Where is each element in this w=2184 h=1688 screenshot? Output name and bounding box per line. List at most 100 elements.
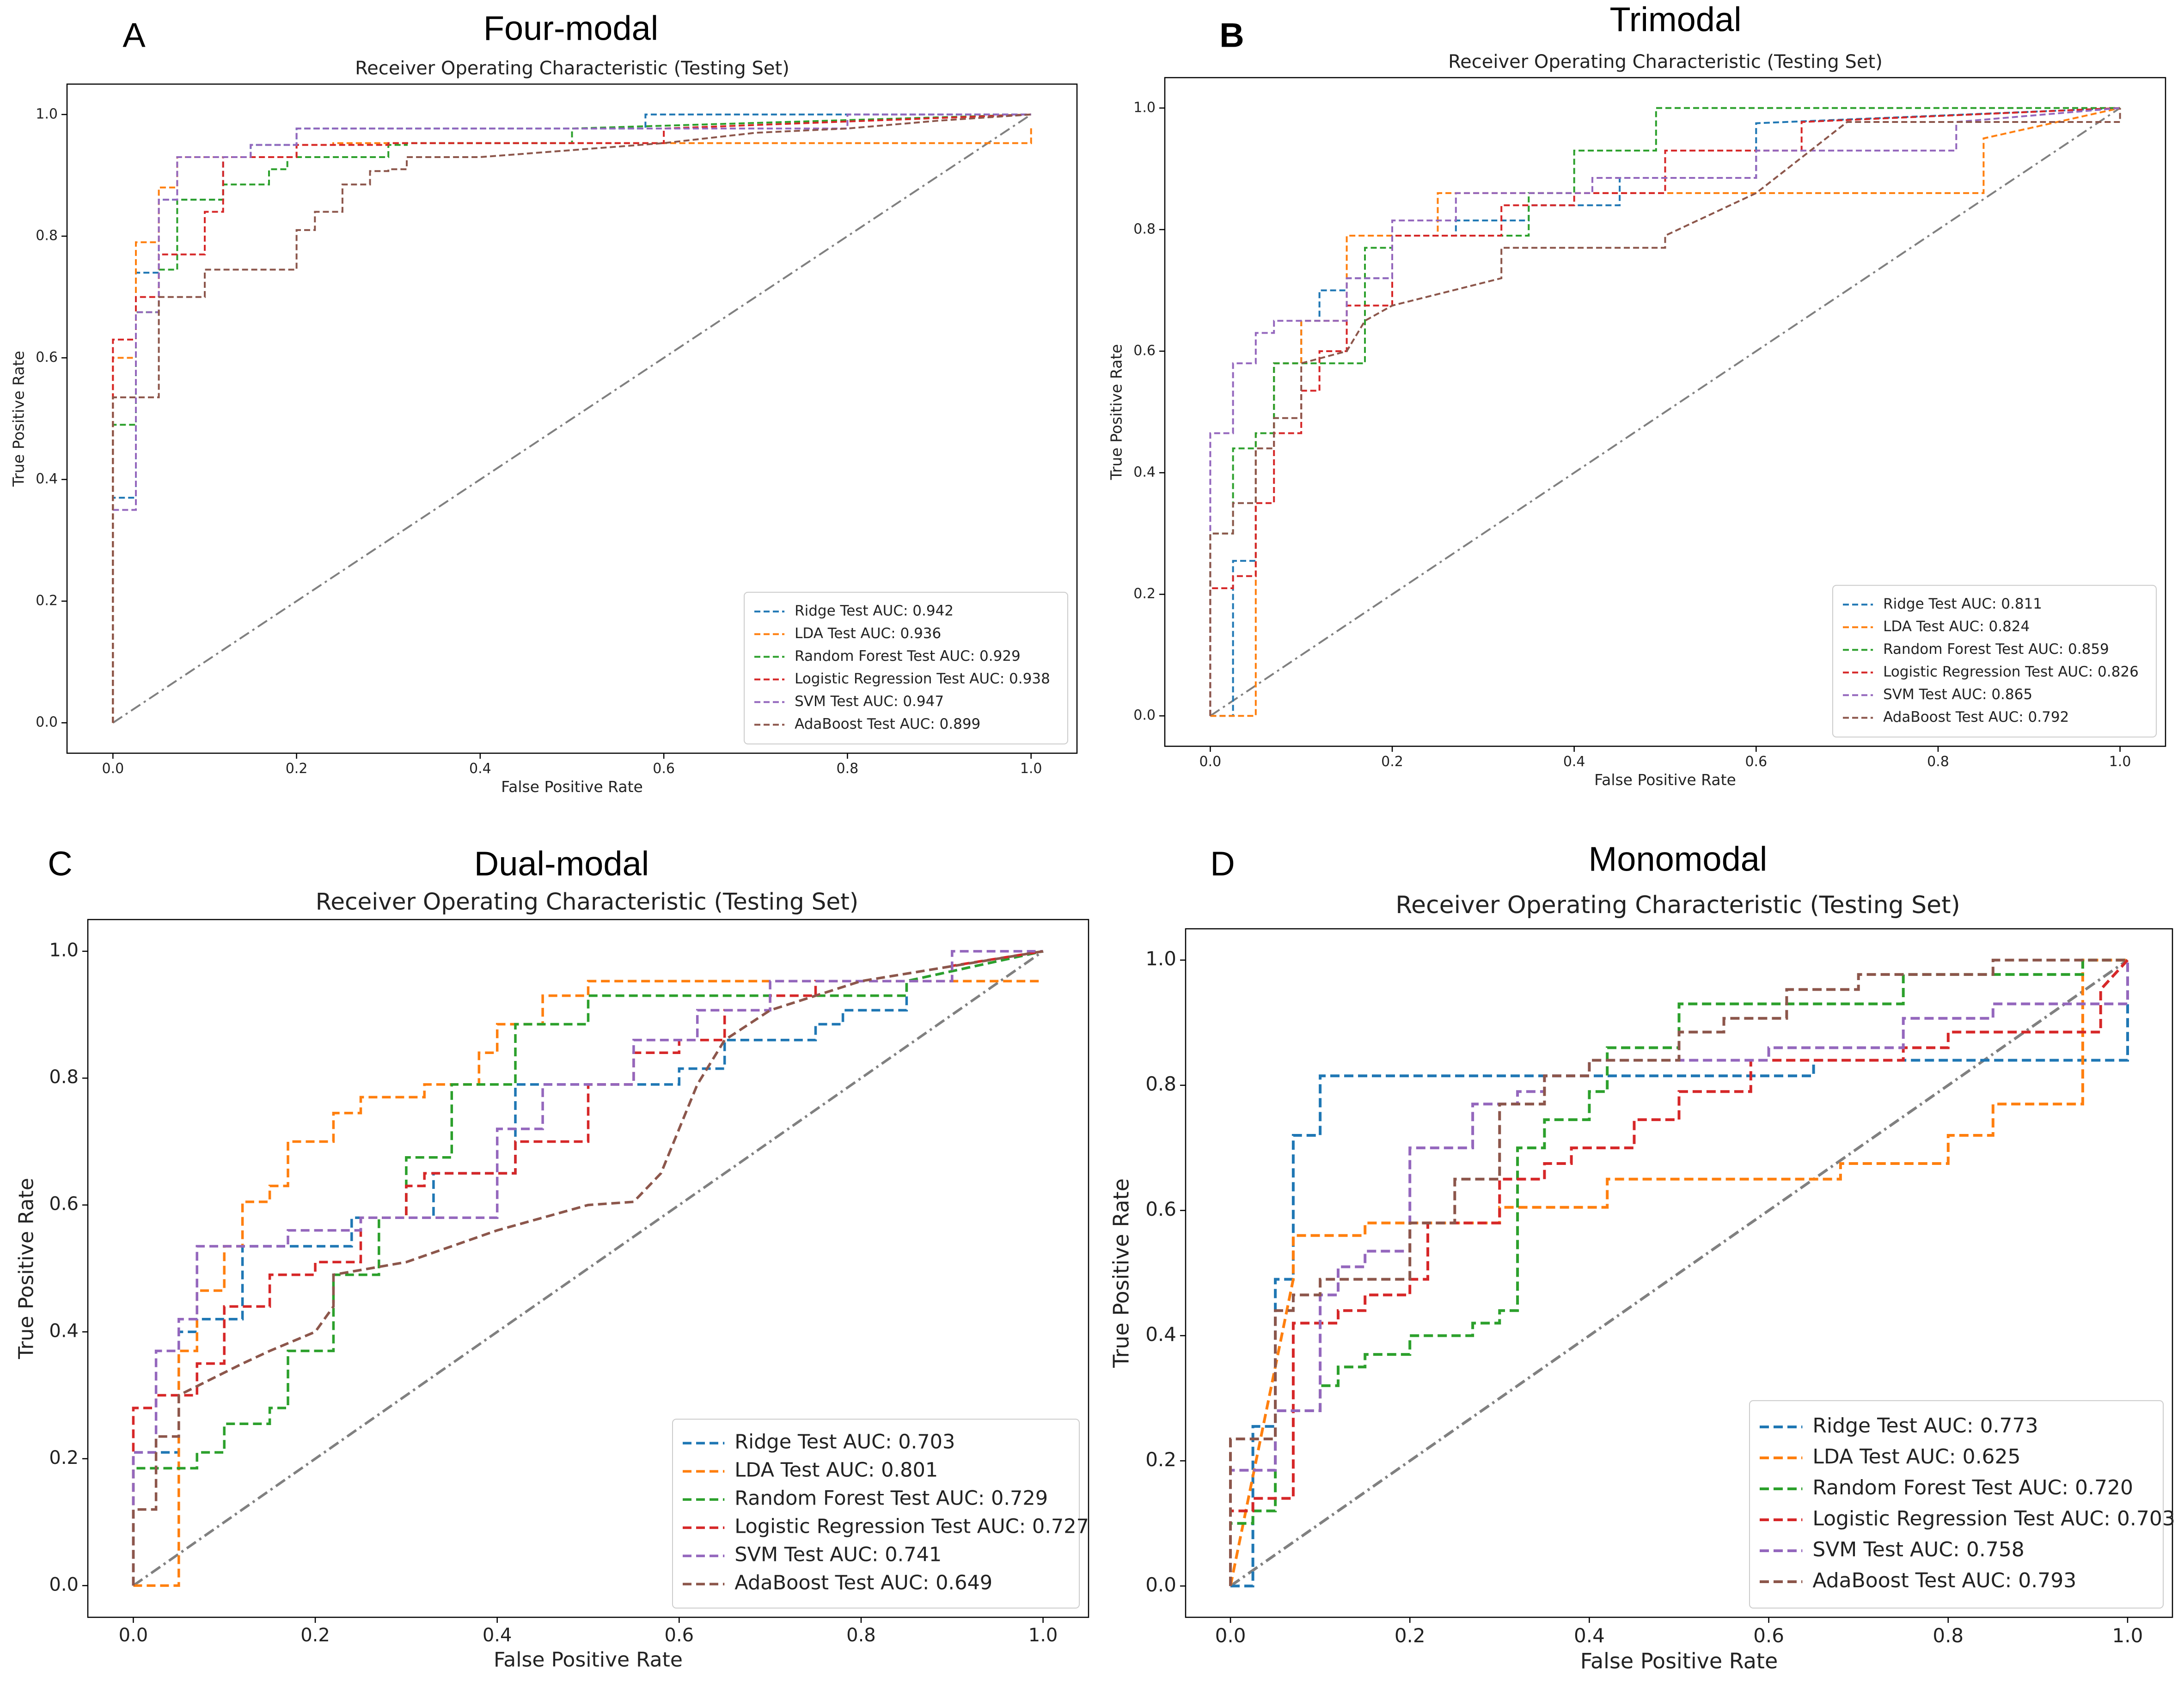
x-tick-label: 0.8 bbox=[1933, 1624, 1964, 1647]
plot-title: Receiver Operating Characteristic (Testi… bbox=[355, 58, 789, 79]
roc-curve-svm bbox=[1209, 107, 2120, 716]
legend-label: AdaBoost Test AUC: 0.649 bbox=[734, 1572, 992, 1595]
y-tick-label: 0.2 bbox=[49, 1447, 79, 1469]
y-tick-label: 0.0 bbox=[49, 1574, 79, 1595]
y-tick-label: 1.0 bbox=[1133, 99, 1156, 116]
roc-curve-lda bbox=[1229, 958, 2128, 1586]
panel-heading: Trimodal bbox=[1609, 0, 1741, 39]
y-tick-label: 0.8 bbox=[1145, 1073, 1176, 1095]
y-tick-label: 0.2 bbox=[1133, 586, 1156, 602]
y-axis-label: True Positive Rate bbox=[1107, 344, 1126, 481]
y-tick-label: 0.8 bbox=[1133, 221, 1156, 237]
axes-frame bbox=[87, 919, 1089, 1618]
legend-label: AdaBoost Test AUC: 0.792 bbox=[1883, 709, 2069, 725]
roc-curve-ridge bbox=[1230, 960, 2129, 1588]
y-tick-label: 0.4 bbox=[1145, 1323, 1176, 1346]
legend-label: SVM Test AUC: 0.865 bbox=[1883, 686, 2032, 703]
axes-frame bbox=[1164, 77, 2166, 747]
y-axis-label: True Positive Rate bbox=[1109, 1178, 1134, 1368]
chance-diagonal-line bbox=[1230, 959, 2129, 1587]
legend-label: AdaBoost Test AUC: 0.899 bbox=[795, 716, 980, 732]
x-tick-label: 0.2 bbox=[1395, 1624, 1425, 1647]
y-tick-label: 0.0 bbox=[36, 714, 58, 731]
x-tick-label: 1.0 bbox=[2112, 1624, 2143, 1647]
legend-label: LDA Test AUC: 0.801 bbox=[734, 1459, 938, 1482]
legend-label: SVM Test AUC: 0.947 bbox=[795, 693, 944, 710]
legend-box bbox=[1749, 1400, 2164, 1609]
roc-curve-adaboost bbox=[112, 113, 1031, 723]
y-tick-label: 0.8 bbox=[49, 1066, 79, 1088]
x-tick-label: 1.0 bbox=[2109, 754, 2131, 770]
roc-panel-b: B Trimodal Receiver Operating Characterist… bbox=[1107, 0, 2166, 789]
y-tick-label: 0.0 bbox=[1133, 707, 1156, 724]
axes-frame bbox=[1185, 928, 2173, 1618]
y-tick-label: 0.2 bbox=[36, 592, 58, 609]
roc-curve-lda bbox=[133, 980, 1043, 1587]
legend-label: Logistic Regression Test AUC: 0.703 bbox=[1812, 1507, 2175, 1530]
x-axis-label: False Positive Rate bbox=[1594, 771, 1736, 789]
roc-curve-random-forest bbox=[1229, 958, 2128, 1586]
plot-title: Receiver Operating Characteristic (Testi… bbox=[316, 889, 859, 915]
roc-curve-adaboost bbox=[1209, 108, 2121, 716]
x-tick-label: 0.0 bbox=[1215, 1624, 1246, 1647]
panel-letter: B bbox=[1219, 16, 1244, 55]
legend: Ridge Test AUC: 0.773 LDA Test AUC: 0.625… bbox=[1749, 1400, 2175, 1609]
plot-area bbox=[1209, 107, 2121, 717]
x-tick-label: 0.8 bbox=[837, 761, 859, 777]
legend-label: Ridge Test AUC: 0.773 bbox=[1812, 1414, 2038, 1438]
roc-curve-adaboost bbox=[132, 950, 1044, 1586]
panel-letter: A bbox=[122, 16, 146, 55]
legend-label: Random Forest Test AUC: 0.929 bbox=[795, 648, 1021, 664]
chance-diagonal-line bbox=[132, 950, 1044, 1587]
x-tick-label: 0.0 bbox=[102, 761, 124, 777]
legend: Ridge Test AUC: 0.811 LDA Test AUC: 0.824… bbox=[1832, 585, 2157, 737]
plot-title: Receiver Operating Characteristic (Testi… bbox=[1448, 51, 1883, 73]
roc-curve-logistic-regression bbox=[112, 113, 1031, 723]
roc-curve-svm bbox=[132, 950, 1043, 1586]
axes-frame bbox=[66, 83, 1078, 754]
legend-box bbox=[1832, 585, 2157, 737]
x-tick-label: 0.6 bbox=[1753, 1624, 1784, 1647]
y-tick-label: 1.0 bbox=[36, 106, 58, 122]
panel-letter: C bbox=[48, 845, 72, 883]
roc-curve-random-forest bbox=[1209, 107, 2120, 716]
x-tick-label: 0.4 bbox=[1563, 754, 1585, 770]
x-tick-label: 0.0 bbox=[1199, 754, 1222, 770]
legend: Ridge Test AUC: 0.942 LDA Test AUC: 0.936… bbox=[744, 591, 1068, 744]
legend-box bbox=[744, 591, 1068, 744]
plot-area bbox=[112, 113, 1032, 724]
y-tick-label: 0.2 bbox=[1145, 1448, 1176, 1471]
roc-curve-svm bbox=[113, 113, 1031, 511]
legend-label: Random Forest Test AUC: 0.859 bbox=[1883, 641, 2109, 658]
roc-panel-d: D Monomodal Receiver Operating Characteris… bbox=[1109, 840, 2175, 1674]
legend-label: Ridge Test AUC: 0.942 bbox=[795, 603, 954, 619]
roc-curve-adaboost bbox=[1229, 958, 2128, 1586]
x-axis-label: False Positive Rate bbox=[1580, 1649, 1778, 1674]
roc-curve-logistic-regression bbox=[132, 950, 1044, 1586]
y-tick-label: 1.0 bbox=[49, 940, 79, 961]
x-tick-label: 0.4 bbox=[483, 1625, 512, 1646]
roc-curve-svm bbox=[1229, 960, 2129, 1586]
x-tick-label: 0.6 bbox=[1745, 754, 1767, 770]
x-tick-label: 0.6 bbox=[653, 761, 675, 777]
x-tick-label: 0.2 bbox=[300, 1625, 330, 1646]
y-tick-label: 0.4 bbox=[36, 471, 58, 487]
x-tick-label: 0.2 bbox=[286, 761, 308, 777]
legend-label: Logistic Regression Test AUC: 0.727 bbox=[734, 1515, 1089, 1538]
y-tick-label: 0.4 bbox=[1133, 464, 1156, 481]
legend-label: LDA Test AUC: 0.824 bbox=[1883, 618, 2030, 635]
x-tick-label: 0.4 bbox=[1574, 1624, 1605, 1647]
chance-diagonal-line bbox=[112, 114, 1032, 724]
plot-area bbox=[1229, 958, 2129, 1588]
roc-panel-c: C Dual-modal Receiver Operating Characteri… bbox=[15, 845, 1089, 1671]
y-tick-label: 0.6 bbox=[36, 349, 58, 366]
x-tick-label: 0.6 bbox=[665, 1625, 694, 1646]
y-tick-label: 0.8 bbox=[36, 228, 58, 244]
legend-label: AdaBoost Test AUC: 0.793 bbox=[1812, 1569, 2076, 1592]
legend-label: Ridge Test AUC: 0.703 bbox=[734, 1431, 955, 1454]
legend-label: Logistic Regression Test AUC: 0.938 bbox=[795, 670, 1050, 687]
x-tick-label: 0.8 bbox=[846, 1625, 876, 1646]
x-tick-label: 0.0 bbox=[119, 1625, 148, 1646]
roc-curve-logistic-regression bbox=[1229, 959, 2129, 1586]
